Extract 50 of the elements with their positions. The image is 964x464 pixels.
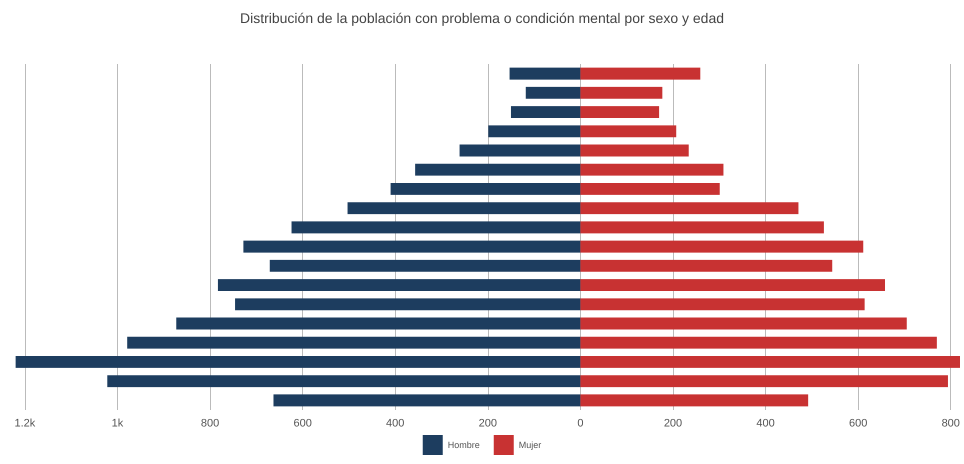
legend-label: Mujer: [518, 440, 542, 450]
bar: [16, 356, 580, 368]
x-tick-label: 0: [577, 418, 584, 430]
bar: [235, 298, 580, 310]
x-tick-label: 600: [293, 418, 312, 430]
bar: [415, 164, 580, 176]
bar: [243, 240, 580, 253]
bar: [580, 221, 824, 234]
x-tick-label: 600: [848, 418, 868, 430]
bar: [580, 106, 660, 118]
x-tick-label: 200: [478, 418, 497, 430]
bar: [580, 375, 948, 388]
bar: [580, 68, 700, 80]
bar: [580, 164, 724, 176]
x-tick-label: 1.2k: [14, 418, 36, 430]
bar: [510, 68, 580, 80]
x-tick-label: 800: [942, 418, 960, 430]
bar: [580, 279, 886, 292]
bar: [292, 221, 580, 234]
bar: [580, 125, 676, 138]
bar: [348, 202, 580, 214]
bar: [580, 336, 937, 349]
x-tick-label: 200: [664, 418, 682, 430]
bar: [580, 144, 689, 156]
x-tick-label: 400: [756, 418, 775, 430]
bar: [580, 202, 798, 214]
bar: [580, 260, 832, 272]
bar: [176, 318, 580, 330]
bar: [510, 106, 580, 118]
bar: [580, 318, 907, 330]
bar: [218, 279, 580, 292]
x-tick-label: 800: [200, 418, 220, 430]
bar: [580, 356, 960, 368]
bar: [580, 86, 662, 99]
bar: [107, 375, 580, 388]
legend-label: Hombre: [448, 440, 480, 450]
bar: [390, 182, 580, 195]
bar: [488, 125, 580, 138]
bar: [273, 394, 580, 406]
x-tick-label: 1k: [112, 418, 124, 430]
bar: [460, 144, 580, 156]
bar: [580, 240, 864, 253]
bar: [580, 394, 808, 406]
chart-title: Distribución de la población con problema o condición mental por sexo y edad: [240, 10, 724, 26]
bar: [127, 336, 580, 349]
bar: [580, 182, 720, 195]
bar: [270, 260, 580, 272]
bar: [526, 86, 580, 99]
bar: [580, 298, 865, 310]
x-tick-label: 400: [386, 418, 404, 430]
